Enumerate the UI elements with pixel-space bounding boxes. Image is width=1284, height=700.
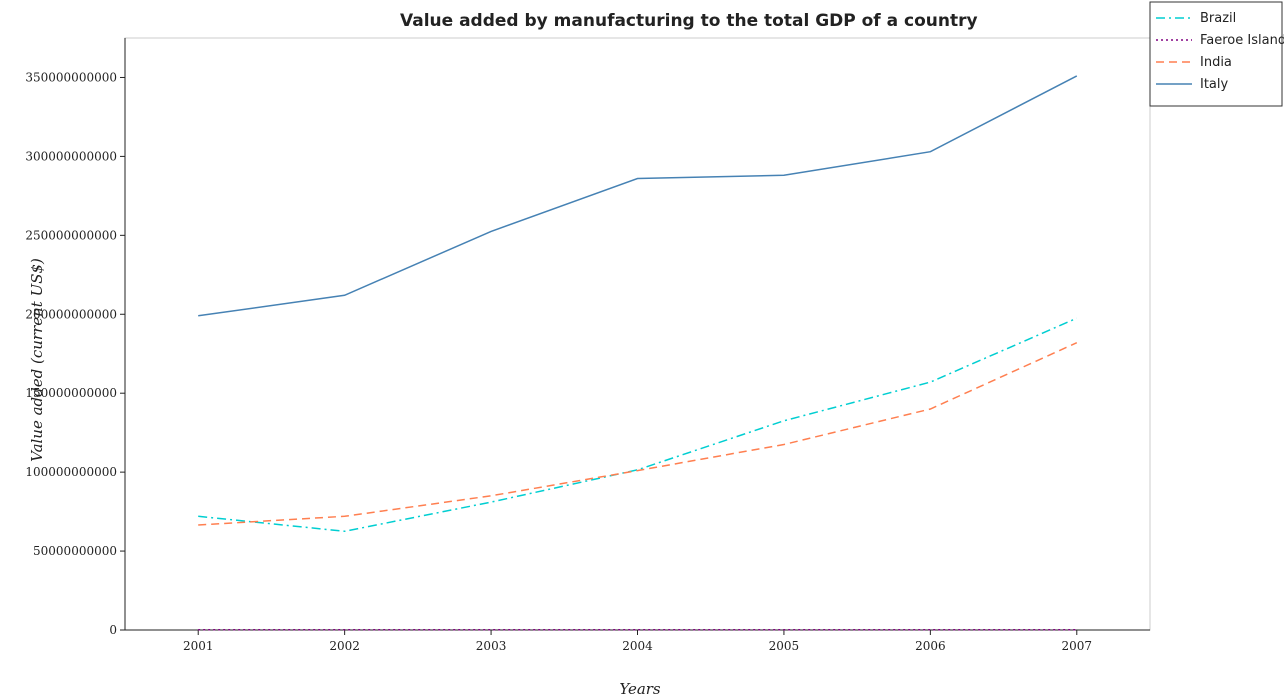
chart-title: Value added by manufacturing to the tota… bbox=[400, 11, 978, 31]
legend-label: Faeroe Islands bbox=[1200, 33, 1284, 48]
y-tick-label: 50000000000 bbox=[33, 544, 117, 558]
y-axis-label: Value added (current US$) bbox=[28, 258, 46, 462]
x-tick-label: 2006 bbox=[915, 639, 946, 653]
x-tick-label: 2005 bbox=[769, 639, 800, 653]
y-tick-label: 150000000000 bbox=[25, 386, 117, 400]
legend-label: Brazil bbox=[1200, 11, 1236, 26]
y-tick-label: 100000000000 bbox=[25, 465, 117, 479]
series-line-italy bbox=[198, 75, 1078, 317]
x-tick-label: 2007 bbox=[1062, 639, 1093, 653]
y-tick-label: 250000000000 bbox=[25, 228, 117, 242]
x-tick-label: 2001 bbox=[183, 639, 214, 653]
legend-box bbox=[1149, 1, 1283, 107]
y-tick-label: 350000000000 bbox=[25, 70, 117, 84]
y-tick-label: 0 bbox=[109, 623, 117, 637]
axes: 0 50000000000 100000000000 150000000000 2000… bbox=[25, 37, 1151, 653]
series-lines bbox=[198, 75, 1078, 631]
y-tick-label: 200000000000 bbox=[25, 307, 117, 321]
x-tick-label: 2002 bbox=[329, 639, 360, 653]
legend-label: Italy bbox=[1200, 77, 1229, 92]
y-tick-label: 300000000000 bbox=[25, 149, 117, 163]
legend-label: India bbox=[1200, 55, 1232, 70]
series-line-brazil bbox=[198, 317, 1078, 533]
legend: Brazil Faeroe Islands India Italy bbox=[1149, 1, 1284, 107]
plot-frame bbox=[124, 37, 1151, 631]
x-axis-label: Years bbox=[619, 680, 661, 698]
series-line-india bbox=[198, 342, 1078, 526]
x-tick-label: 2004 bbox=[622, 639, 653, 653]
x-tick-label: 2003 bbox=[476, 639, 507, 653]
